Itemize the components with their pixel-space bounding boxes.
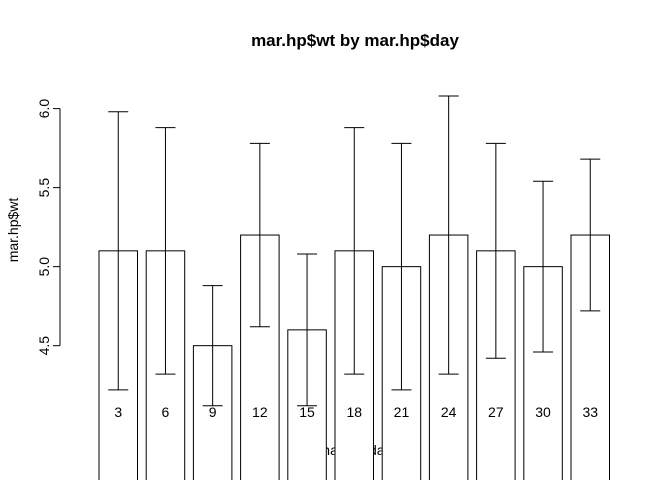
category-label: 18 xyxy=(346,404,362,420)
category-label: 6 xyxy=(162,404,170,420)
chart-title: mar.hp$wt by mar.hp$day xyxy=(251,31,459,50)
category-label: 15 xyxy=(299,404,315,420)
category-label: 24 xyxy=(441,404,457,420)
y-axis: 4.5 5.0 5.5 6.0 xyxy=(36,99,61,356)
category-label: 3 xyxy=(114,404,122,420)
y-tick-label: 4.5 xyxy=(36,336,52,356)
error-bars-group xyxy=(108,95,601,407)
y-tick-label: 5.5 xyxy=(36,178,52,198)
category-label: 9 xyxy=(209,404,217,420)
y-tick-label: 5.0 xyxy=(36,257,52,277)
category-label: 33 xyxy=(582,404,598,420)
category-label: 21 xyxy=(394,404,410,420)
bars-group xyxy=(98,234,610,480)
category-label: 30 xyxy=(535,404,551,420)
category-labels-group: 3 6 9 12 15 18 21 24 27 30 33 xyxy=(114,404,598,420)
y-tick-label: 6.0 xyxy=(36,99,52,119)
category-label: 12 xyxy=(252,404,268,420)
y-axis-label: mar.hp$wt xyxy=(5,198,21,263)
category-label: 27 xyxy=(488,404,504,420)
